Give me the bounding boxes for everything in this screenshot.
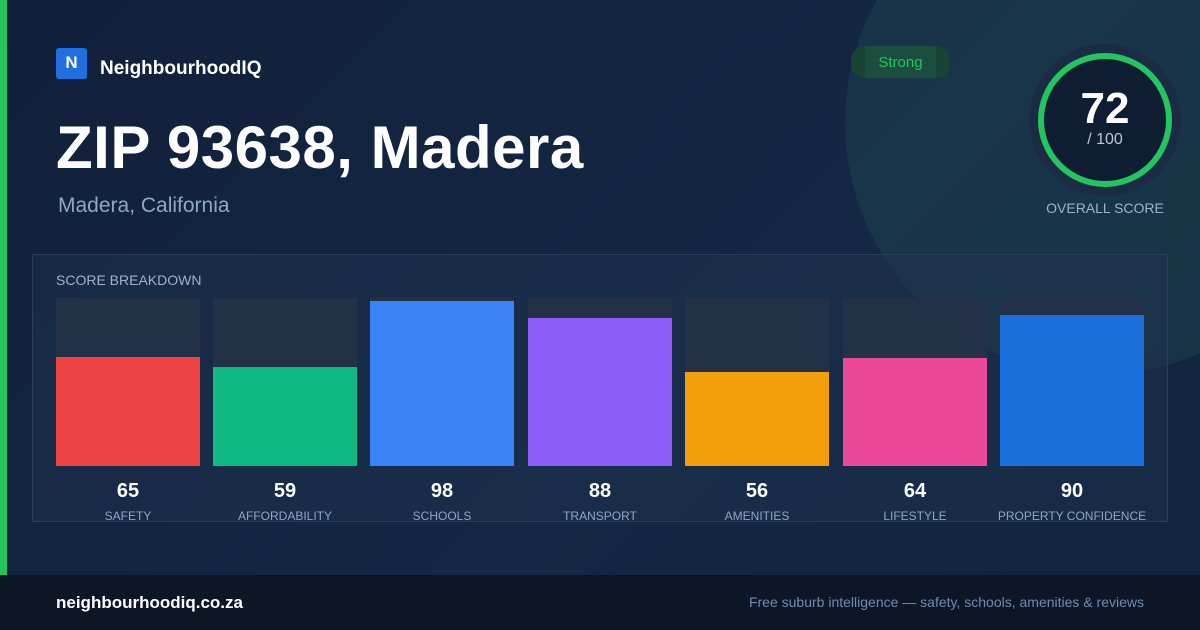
bar-fill: [528, 318, 672, 466]
overall-score-label: OVERALL SCORE: [1046, 200, 1164, 216]
overall-score-max: / 100: [1087, 131, 1123, 148]
bar-lifestyle: 64 LIFESTYLE: [843, 298, 987, 524]
bar-value: 98: [430, 480, 454, 502]
brand-logo-icon: N: [56, 47, 87, 79]
bar-fill: [213, 366, 357, 466]
bar-track: [213, 298, 357, 466]
bar-schools: 98 SCHOOLS: [370, 298, 514, 524]
brand[interactable]: N NeighbourhoodIQ: [56, 46, 261, 80]
bar-track: [1000, 298, 1144, 466]
overall-score-ring: [1029, 44, 1181, 196]
bar-track: [56, 298, 200, 466]
bar-amenities: 56 AMENITIES: [685, 298, 829, 524]
bar-track: [370, 298, 514, 466]
bar-fill: [1000, 314, 1144, 466]
score-ring-progress: [1038, 53, 1172, 187]
bar-label: LIFESTYLE: [883, 509, 947, 523]
bar-track: [843, 298, 987, 466]
footer: neighbourhoodiq.co.za Free suburb intell…: [0, 575, 1200, 630]
overall-score-value: 72: [1080, 84, 1130, 133]
bar-value: 64: [903, 480, 927, 502]
bar-safety: 65 SAFETY: [56, 298, 200, 524]
bar-label: SCHOOLS: [412, 509, 472, 523]
bar-value: 56: [745, 480, 769, 502]
bar-label: PROPERTY CONFIDENCE: [997, 509, 1147, 523]
bar-value: 65: [116, 480, 140, 502]
bar-affordability: 59 AFFORDABILITY: [213, 298, 357, 524]
rating-badge-label: Strong: [878, 53, 923, 71]
rating-badge: Strong: [851, 46, 950, 78]
bar-transport: 88 TRANSPORT: [528, 298, 672, 524]
bar-track: [685, 298, 829, 466]
bar-property-confidence: 90 PROPERTY CONFIDENCE: [998, 298, 1146, 524]
bar-label: TRANSPORT: [563, 509, 637, 523]
brand-name: NeighbourhoodIQ: [100, 58, 262, 79]
bar-fill: [56, 356, 200, 466]
score-breakdown-title: SCORE BREAKDOWN: [56, 272, 202, 288]
location-subtitle: Madera, California: [58, 194, 230, 217]
bar-fill: [685, 371, 829, 466]
bar-value: 90: [1060, 480, 1084, 502]
page-title: ZIP 93638, Madera: [56, 114, 584, 181]
footer-tagline: Free suburb intelligence — safety, schoo…: [748, 594, 1144, 610]
bar-label: AFFORDABILITY: [237, 509, 332, 523]
bar-label: SAFETY: [104, 509, 152, 523]
bar-label: AMENITIES: [724, 509, 790, 523]
bar-fill: [843, 358, 987, 466]
accent-bar: [0, 0, 7, 575]
score-breakdown-bars: 65 SAFETY 59 AFFORDABILITY 98 SCHOOLS 88…: [56, 298, 1146, 524]
bar-fill: [370, 301, 514, 466]
bar-track: [528, 298, 672, 466]
bar-value: 59: [273, 480, 297, 502]
footer-site-link[interactable]: neighbourhoodiq.co.za: [56, 593, 243, 612]
bar-value: 88: [588, 480, 612, 502]
